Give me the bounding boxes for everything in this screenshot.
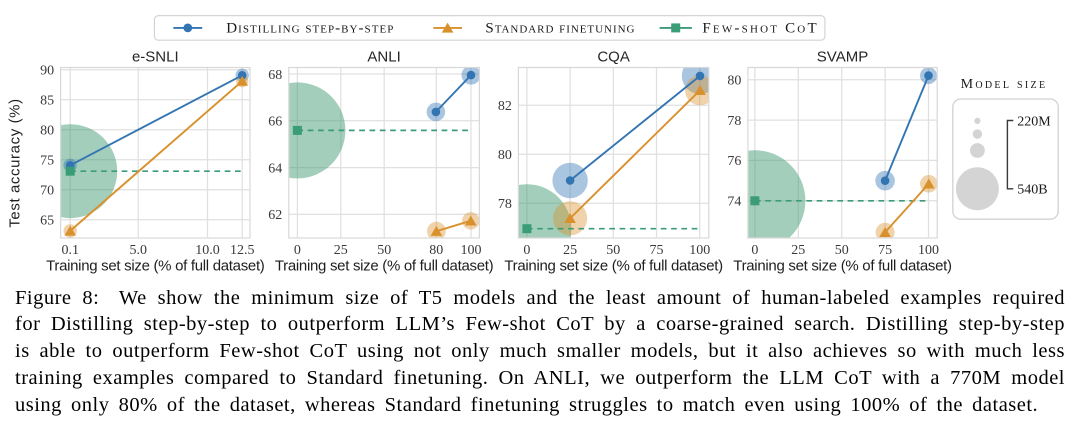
svg-text:CQA: CQA <box>597 49 630 66</box>
svg-text:Distilling step-by-step: Distilling step-by-step <box>226 20 394 36</box>
svg-text:0: 0 <box>294 243 301 258</box>
svg-text:ANLI: ANLI <box>367 49 400 66</box>
svg-text:74: 74 <box>727 195 741 210</box>
svg-text:70: 70 <box>40 184 54 199</box>
svg-text:Test accuracy (%): Test accuracy (%) <box>7 98 24 227</box>
svg-text:12.5: 12.5 <box>230 243 255 258</box>
svg-text:75: 75 <box>40 154 54 169</box>
svg-text:100: 100 <box>689 243 710 258</box>
svg-text:Few-shot CoT: Few-shot CoT <box>702 20 818 36</box>
svg-text:Model size: Model size <box>961 77 1048 92</box>
svg-text:Training set size (% of full d: Training set size (% of full dataset) <box>504 258 723 275</box>
svg-text:SVAMP: SVAMP <box>817 49 868 66</box>
svg-text:25: 25 <box>334 243 348 258</box>
svg-text:82: 82 <box>498 99 512 114</box>
svg-text:25: 25 <box>563 243 577 258</box>
svg-text:80: 80 <box>498 148 512 163</box>
svg-text:65: 65 <box>40 214 54 229</box>
svg-text:Training set size (% of full d: Training set size (% of full dataset) <box>275 258 494 275</box>
svg-text:64: 64 <box>268 161 282 176</box>
svg-text:0: 0 <box>523 243 530 258</box>
svg-text:540B: 540B <box>1017 183 1047 198</box>
svg-text:0.1: 0.1 <box>61 243 79 258</box>
svg-text:25: 25 <box>791 243 805 258</box>
svg-text:90: 90 <box>40 64 54 79</box>
svg-text:100: 100 <box>918 243 939 258</box>
svg-text:50: 50 <box>606 243 620 258</box>
svg-text:68: 68 <box>268 68 282 83</box>
svg-text:Standard finetuning: Standard finetuning <box>485 20 635 36</box>
svg-text:80: 80 <box>429 243 443 258</box>
svg-text:220M: 220M <box>1017 115 1051 130</box>
svg-text:50: 50 <box>835 243 849 258</box>
svg-text:62: 62 <box>268 208 282 223</box>
svg-text:5.0: 5.0 <box>129 243 147 258</box>
svg-text:76: 76 <box>727 154 741 169</box>
svg-text:0: 0 <box>751 243 758 258</box>
svg-text:78: 78 <box>727 114 741 129</box>
svg-text:Training set size (% of full d: Training set size (% of full dataset) <box>733 258 952 275</box>
svg-text:66: 66 <box>268 115 282 130</box>
svg-text:75: 75 <box>878 243 892 258</box>
svg-text:50: 50 <box>377 243 391 258</box>
svg-text:100: 100 <box>461 243 482 258</box>
svg-text:85: 85 <box>40 94 54 109</box>
svg-text:80: 80 <box>40 124 54 139</box>
svg-text:75: 75 <box>650 243 664 258</box>
svg-text:Training set size (% of full d: Training set size (% of full dataset) <box>46 258 265 275</box>
svg-text:78: 78 <box>498 197 512 212</box>
svg-text:e-SNLI: e-SNLI <box>132 49 179 66</box>
svg-text:10.0: 10.0 <box>195 243 220 258</box>
svg-text:80: 80 <box>727 74 741 89</box>
